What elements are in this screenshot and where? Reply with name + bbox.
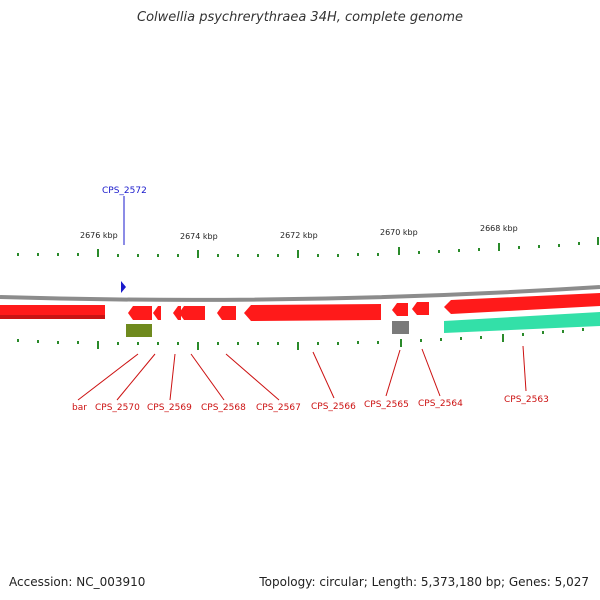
scale-label: 2670 kbp [380, 228, 418, 237]
label-cps-2563: CPS_2563 [504, 395, 549, 405]
label-cps-2564: CPS_2564 [418, 399, 463, 409]
scale-label: 2676 kbp [80, 231, 118, 240]
label-cps-2570: CPS_2570 [95, 403, 140, 413]
label-cps-2569: CPS_2569 [147, 403, 192, 413]
gene-green [444, 312, 600, 333]
label-cps-2572: CPS_2572 [102, 186, 147, 196]
scale-labels: 2676 kbp 2674 kbp 2672 kbp 2670 kbp 2668… [80, 224, 518, 241]
label-cps-2565: CPS_2565 [364, 400, 409, 410]
leader-lines [77, 345, 527, 401]
label-cps-2568: CPS_2568 [201, 403, 246, 413]
accession-text: Accession: NC_003910 [9, 575, 146, 589]
gene-row-red [0, 293, 600, 321]
feature-labels-red: bar CPS_2570 CPS_2569 CPS_2568 CPS_2567 … [72, 395, 549, 413]
scale-label: 2668 kbp [480, 224, 518, 233]
gene-gray [392, 321, 409, 334]
map-title: Colwellia psychrerythraea 34H, complete … [137, 10, 463, 25]
scale-label: 2674 kbp [180, 232, 218, 241]
genome-info-text: Topology: circular; Length: 5,373,180 bp… [259, 575, 589, 589]
cps-2572-marker [121, 196, 126, 293]
label-cps-2567: CPS_2567 [256, 403, 301, 413]
blue-arrow-icon [121, 281, 126, 293]
label-bar: bar [72, 403, 87, 413]
scale-label: 2672 kbp [280, 231, 318, 240]
gene-olive [126, 324, 152, 337]
lower-ticks [17, 328, 584, 350]
label-cps-2566: CPS_2566 [311, 402, 356, 412]
upper-ticks [17, 237, 599, 258]
genome-backbone [0, 285, 600, 302]
